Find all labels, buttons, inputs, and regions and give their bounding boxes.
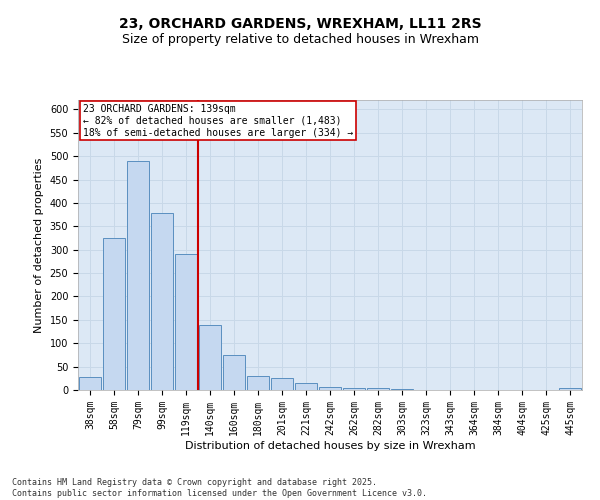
Text: 23 ORCHARD GARDENS: 139sqm
← 82% of detached houses are smaller (1,483)
18% of s: 23 ORCHARD GARDENS: 139sqm ← 82% of deta… xyxy=(83,104,353,138)
Bar xyxy=(175,254,197,390)
X-axis label: Distribution of detached houses by size in Wrexham: Distribution of detached houses by size … xyxy=(185,440,475,450)
Bar xyxy=(247,376,269,390)
Bar xyxy=(367,388,389,390)
Bar xyxy=(103,238,125,390)
Bar xyxy=(199,324,221,390)
Bar xyxy=(295,384,317,390)
Bar xyxy=(151,213,173,390)
Bar xyxy=(559,388,581,390)
Bar xyxy=(271,378,293,390)
Text: Contains HM Land Registry data © Crown copyright and database right 2025.
Contai: Contains HM Land Registry data © Crown c… xyxy=(12,478,427,498)
Bar xyxy=(391,389,413,390)
Bar xyxy=(343,388,365,390)
Text: 23, ORCHARD GARDENS, WREXHAM, LL11 2RS: 23, ORCHARD GARDENS, WREXHAM, LL11 2RS xyxy=(119,18,481,32)
Bar xyxy=(127,161,149,390)
Bar xyxy=(223,355,245,390)
Text: Size of property relative to detached houses in Wrexham: Size of property relative to detached ho… xyxy=(121,32,479,46)
Bar xyxy=(319,386,341,390)
Bar xyxy=(79,377,101,390)
Y-axis label: Number of detached properties: Number of detached properties xyxy=(34,158,44,332)
